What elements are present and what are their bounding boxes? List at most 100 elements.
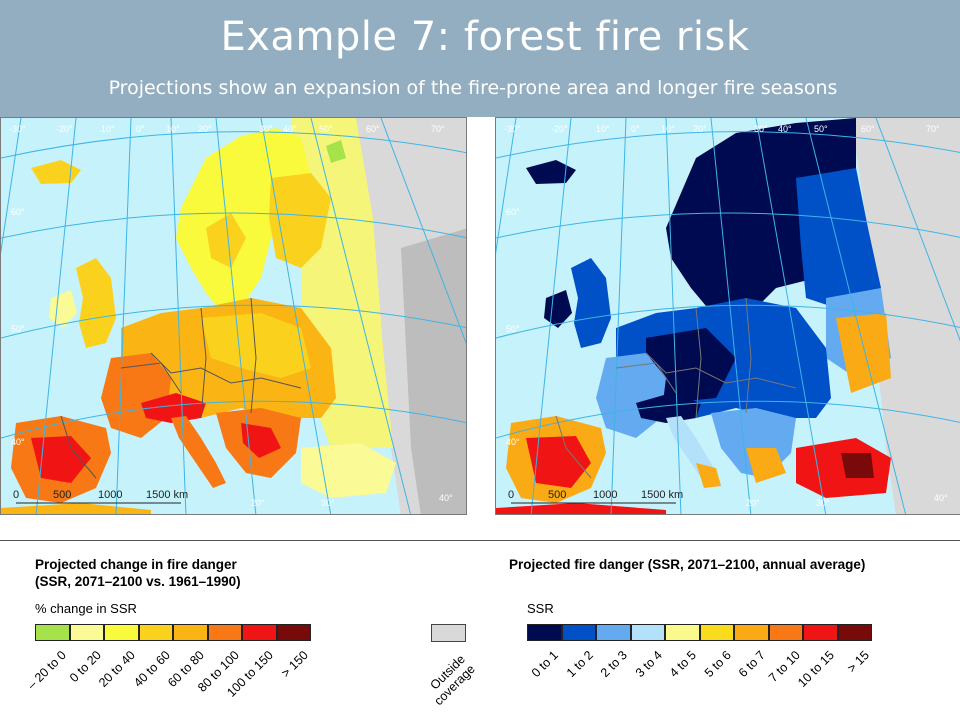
legend-right-swatches — [527, 624, 872, 642]
legend-right-swatch-3 — [630, 624, 665, 641]
scale-label-500: 500 — [548, 489, 566, 501]
legend-left-swatch-2 — [104, 624, 139, 641]
left-grid-label-0: -30° — [9, 124, 26, 134]
right-grid-label-15: 30° — [816, 498, 830, 508]
right-grid-label-0: -30° — [504, 124, 521, 134]
right-grid-label-8: 50° — [814, 124, 828, 134]
outside-coverage-area — [851, 118, 960, 514]
legend-left-subtitle: % change in SSR — [35, 601, 137, 616]
right-grid-label-2: 10° — [596, 124, 610, 134]
right-grid-label-4: 10° — [661, 124, 675, 134]
left-grid-label-10: 70° — [431, 124, 445, 134]
region-caspian — [836, 313, 891, 393]
left-grid-label-13: 40° — [11, 437, 25, 447]
right-grid-label-5: 20° — [693, 124, 707, 134]
slide-title: Example 7: forest fire risk — [220, 14, 750, 60]
scale-label-0: 0 — [13, 489, 19, 501]
right-grid-label-9: 60° — [861, 124, 875, 134]
region-alps — [636, 393, 701, 423]
scale-label-1000: 1000 — [98, 489, 122, 501]
region-finland — [269, 173, 331, 268]
left-grid-label-12: 50° — [11, 324, 25, 334]
left-grid-label-6: 30° — [259, 124, 273, 134]
right-grid-label-7: 40° — [778, 124, 792, 134]
country-borders — [60, 297, 302, 479]
legend-left-title: Projected change in fire danger (SSR, 20… — [35, 556, 241, 590]
slide-subtitle: Projections show an expansion of the fir… — [108, 77, 838, 99]
region-russia-blue — [796, 168, 881, 308]
legend-left-swatch-5 — [207, 624, 242, 641]
legend-right-swatch-7 — [768, 624, 803, 641]
scale-label-1500: 1500 km — [146, 489, 188, 501]
region-iberia-interior — [526, 436, 591, 488]
graticule — [1, 118, 466, 514]
region-anatolia-core — [841, 453, 874, 478]
region-anatolia — [796, 438, 891, 498]
region-italy-south — [696, 463, 721, 488]
left-grid-label-9: 60° — [366, 124, 380, 134]
region-greece — [746, 448, 786, 483]
right-grid-label-10: 70° — [926, 124, 940, 134]
legend-right-swatch-6 — [734, 624, 769, 641]
region-iceland — [526, 160, 576, 184]
legend-right-swatch-4 — [665, 624, 700, 641]
map-change-svg: -30° -20° 10° 0° 10° 20° 30° 40° 50° 60° 70° 60° 50°… — [1, 118, 466, 514]
left-grid-label-1: -20° — [56, 124, 73, 134]
scale-bar: 0 500 1000 1500 km — [13, 489, 188, 504]
region-germany-navy — [646, 328, 736, 403]
legend-right-swatch-8 — [803, 624, 838, 641]
legend-left-swatch-4 — [173, 624, 208, 641]
right-grid-label-13: 40° — [506, 437, 520, 447]
right-grid-label-16: 40° — [934, 493, 948, 503]
legend-right-title: Projected fire danger (SSR, 2071–2100, a… — [509, 557, 866, 572]
legend-left-swatches — [35, 624, 311, 642]
outside-coverage-swatch — [431, 624, 466, 642]
map-projected-danger: -30° -20° 10° 0° 10° 20° 30° 40° 50° 60° 70° 60° 50°… — [495, 117, 960, 515]
region-britain — [76, 258, 116, 348]
legend-right-swatch-1 — [561, 624, 596, 641]
left-grid-label-4: 10° — [166, 124, 180, 134]
scale-bar: 0 500 1000 1500 km — [508, 489, 683, 504]
legend-right-subtitle: SSR — [527, 601, 554, 616]
legend-left-swatch-1 — [69, 624, 104, 641]
scale-label-1000: 1000 — [593, 489, 617, 501]
country-borders — [555, 297, 797, 479]
legend-right-swatch-5 — [699, 624, 734, 641]
left-grid-label-16: 40° — [439, 493, 453, 503]
right-grid-label-11: 60° — [506, 207, 520, 217]
region-britain — [571, 258, 611, 348]
legend-left-swatch-0 — [35, 624, 70, 641]
region-scandinavia-south — [206, 213, 246, 268]
legend-right-swatch-0 — [527, 624, 562, 641]
region-east-europe — [201, 313, 311, 378]
legend-right-swatch-9 — [837, 624, 872, 641]
scale-label-500: 500 — [53, 489, 71, 501]
right-grid-label-14: 20° — [746, 498, 760, 508]
left-grid-label-14: 20° — [251, 498, 265, 508]
left-grid-label-2: 10° — [101, 124, 115, 134]
region-iberia-interior — [31, 436, 91, 483]
right-grid-label-3: 0° — [631, 124, 640, 134]
region-iceland — [31, 160, 81, 184]
right-grid-label-6: 30° — [754, 124, 768, 134]
graticule — [496, 118, 960, 514]
map-projected-change: -30° -20° 10° 0° 10° 20° 30° 40° 50° 60° 70° 60° 50°… — [0, 117, 467, 515]
legend-left-swatch-7 — [276, 624, 311, 641]
map-danger-svg: -30° -20° 10° 0° 10° 20° 30° 40° 50° 60° 70° 60° 50°… — [496, 118, 960, 514]
scale-label-0: 0 — [508, 489, 514, 501]
legend-left-title-line1: Projected change in fire danger — [35, 557, 237, 572]
left-grid-label-15: 30° — [321, 498, 335, 508]
slide-header: Example 7: forest fire risk Projections … — [0, 0, 960, 117]
left-grid-label-11: 60° — [11, 207, 25, 217]
region-green-spot — [326, 140, 346, 163]
legend-left-swatch-3 — [138, 624, 173, 641]
region-scandinavia — [176, 128, 311, 318]
left-grid-label-5: 20° — [198, 124, 212, 134]
legend-right-swatch-2 — [596, 624, 631, 641]
left-grid-label-8: 50° — [319, 124, 333, 134]
left-grid-label-7: 40° — [283, 124, 297, 134]
left-grid-label-3: 0° — [136, 124, 145, 134]
region-italy — [171, 416, 226, 488]
legend-left-title-line2: (SSR, 2071–2100 vs. 1961–1990) — [35, 574, 241, 589]
region-anatolia — [301, 443, 396, 498]
